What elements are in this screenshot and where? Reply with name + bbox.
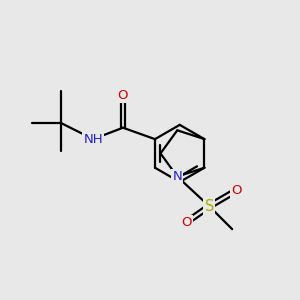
Text: NH: NH	[83, 133, 103, 146]
Text: O: O	[118, 89, 128, 102]
Text: N: N	[172, 170, 182, 183]
Text: O: O	[181, 216, 192, 229]
Text: O: O	[232, 184, 242, 197]
Text: S: S	[205, 199, 214, 214]
